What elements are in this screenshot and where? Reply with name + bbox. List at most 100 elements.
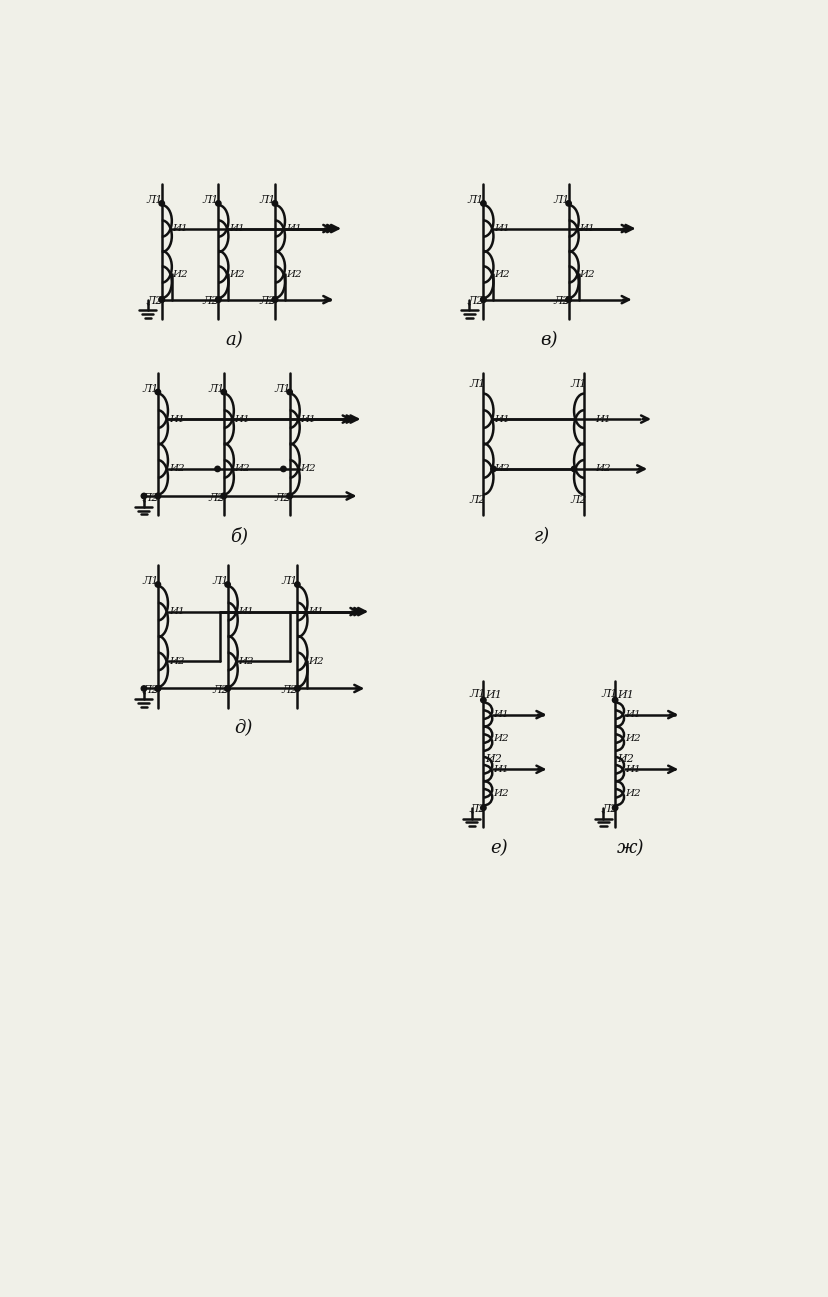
Circle shape xyxy=(221,389,226,394)
Text: Л1: Л1 xyxy=(570,379,586,389)
Circle shape xyxy=(221,493,226,498)
Text: Л1: Л1 xyxy=(600,689,617,699)
Text: И1: И1 xyxy=(579,224,595,233)
Text: И1: И1 xyxy=(493,415,509,424)
Text: И1: И1 xyxy=(493,711,508,719)
Circle shape xyxy=(294,686,300,691)
Text: Л2: Л2 xyxy=(142,685,158,695)
Text: И1: И1 xyxy=(493,765,508,774)
Circle shape xyxy=(214,466,220,472)
Text: Л2: Л2 xyxy=(274,493,290,502)
Circle shape xyxy=(221,493,226,498)
Circle shape xyxy=(294,686,300,691)
Circle shape xyxy=(612,805,617,811)
Text: И2: И2 xyxy=(169,658,184,665)
Text: Л2: Л2 xyxy=(570,495,586,505)
Text: а): а) xyxy=(224,331,243,349)
Circle shape xyxy=(155,686,161,691)
Text: Л2: Л2 xyxy=(552,296,569,306)
Text: И2: И2 xyxy=(493,464,509,473)
Text: И2: И2 xyxy=(493,789,508,798)
Text: И2: И2 xyxy=(300,464,315,473)
Circle shape xyxy=(286,493,292,498)
Circle shape xyxy=(480,805,485,811)
Text: Л2: Л2 xyxy=(467,296,484,306)
Circle shape xyxy=(570,466,576,472)
Circle shape xyxy=(155,686,161,691)
Circle shape xyxy=(155,493,161,498)
Circle shape xyxy=(215,297,221,302)
Text: б): б) xyxy=(230,527,248,545)
Text: И2: И2 xyxy=(616,754,633,764)
Text: И2: И2 xyxy=(169,464,184,473)
Text: Л1: Л1 xyxy=(212,576,229,586)
Text: Л1: Л1 xyxy=(274,384,290,394)
Text: И2: И2 xyxy=(308,658,324,665)
Text: И2: И2 xyxy=(493,270,509,279)
Text: И2: И2 xyxy=(229,270,244,279)
Circle shape xyxy=(155,582,161,588)
Circle shape xyxy=(224,582,230,588)
Text: И1: И1 xyxy=(286,224,301,233)
Text: И1: И1 xyxy=(234,415,250,424)
Text: е): е) xyxy=(489,839,507,857)
Text: И1: И1 xyxy=(169,607,184,616)
Text: Л1: Л1 xyxy=(467,196,484,205)
Circle shape xyxy=(141,493,147,498)
Circle shape xyxy=(490,466,496,472)
Text: д): д) xyxy=(233,720,252,738)
Text: И2: И2 xyxy=(484,754,501,764)
Text: И1: И1 xyxy=(493,224,509,233)
Circle shape xyxy=(612,698,617,703)
Circle shape xyxy=(566,297,570,302)
Text: Л1: Л1 xyxy=(142,384,158,394)
Circle shape xyxy=(159,297,164,302)
Circle shape xyxy=(224,686,230,691)
Text: И1: И1 xyxy=(300,415,315,424)
Circle shape xyxy=(566,201,570,206)
Text: Л1: Л1 xyxy=(146,196,162,205)
Text: И2: И2 xyxy=(624,789,640,798)
Text: Л1: Л1 xyxy=(469,379,485,389)
Text: Л1: Л1 xyxy=(552,196,569,205)
Text: И2: И2 xyxy=(234,464,250,473)
Circle shape xyxy=(480,698,485,703)
Circle shape xyxy=(141,686,147,691)
Text: Л2: Л2 xyxy=(146,296,162,306)
Text: И1: И1 xyxy=(308,607,324,616)
Circle shape xyxy=(155,493,161,498)
Text: Л1: Л1 xyxy=(142,576,158,586)
Text: И2: И2 xyxy=(238,658,254,665)
Circle shape xyxy=(272,297,277,302)
Text: И1: И1 xyxy=(238,607,254,616)
Circle shape xyxy=(480,201,485,206)
Circle shape xyxy=(215,297,221,302)
Text: И1: И1 xyxy=(484,690,501,700)
Circle shape xyxy=(480,297,485,302)
Circle shape xyxy=(272,201,277,206)
Text: Л2: Л2 xyxy=(212,685,229,695)
Text: И2: И2 xyxy=(579,270,595,279)
Circle shape xyxy=(155,389,161,394)
Circle shape xyxy=(566,297,570,302)
Text: И1: И1 xyxy=(624,765,640,774)
Text: Л1: Л1 xyxy=(259,196,276,205)
Text: И1: И1 xyxy=(169,415,184,424)
Text: И2: И2 xyxy=(624,734,640,743)
Circle shape xyxy=(159,201,164,206)
Circle shape xyxy=(272,297,277,302)
Text: Л2: Л2 xyxy=(259,296,276,306)
Text: Л2: Л2 xyxy=(469,804,485,815)
Text: И2: И2 xyxy=(286,270,301,279)
Text: Л1: Л1 xyxy=(469,689,485,699)
Text: Л1: Л1 xyxy=(203,196,219,205)
Text: Л2: Л2 xyxy=(208,493,224,502)
Text: И1: И1 xyxy=(229,224,244,233)
Text: И2: И2 xyxy=(493,734,508,743)
Text: Л2: Л2 xyxy=(600,804,617,815)
Text: И1: И1 xyxy=(624,711,640,719)
Circle shape xyxy=(294,582,300,588)
Text: в): в) xyxy=(540,331,557,349)
Text: ж): ж) xyxy=(616,839,643,857)
Text: Л2: Л2 xyxy=(469,495,485,505)
